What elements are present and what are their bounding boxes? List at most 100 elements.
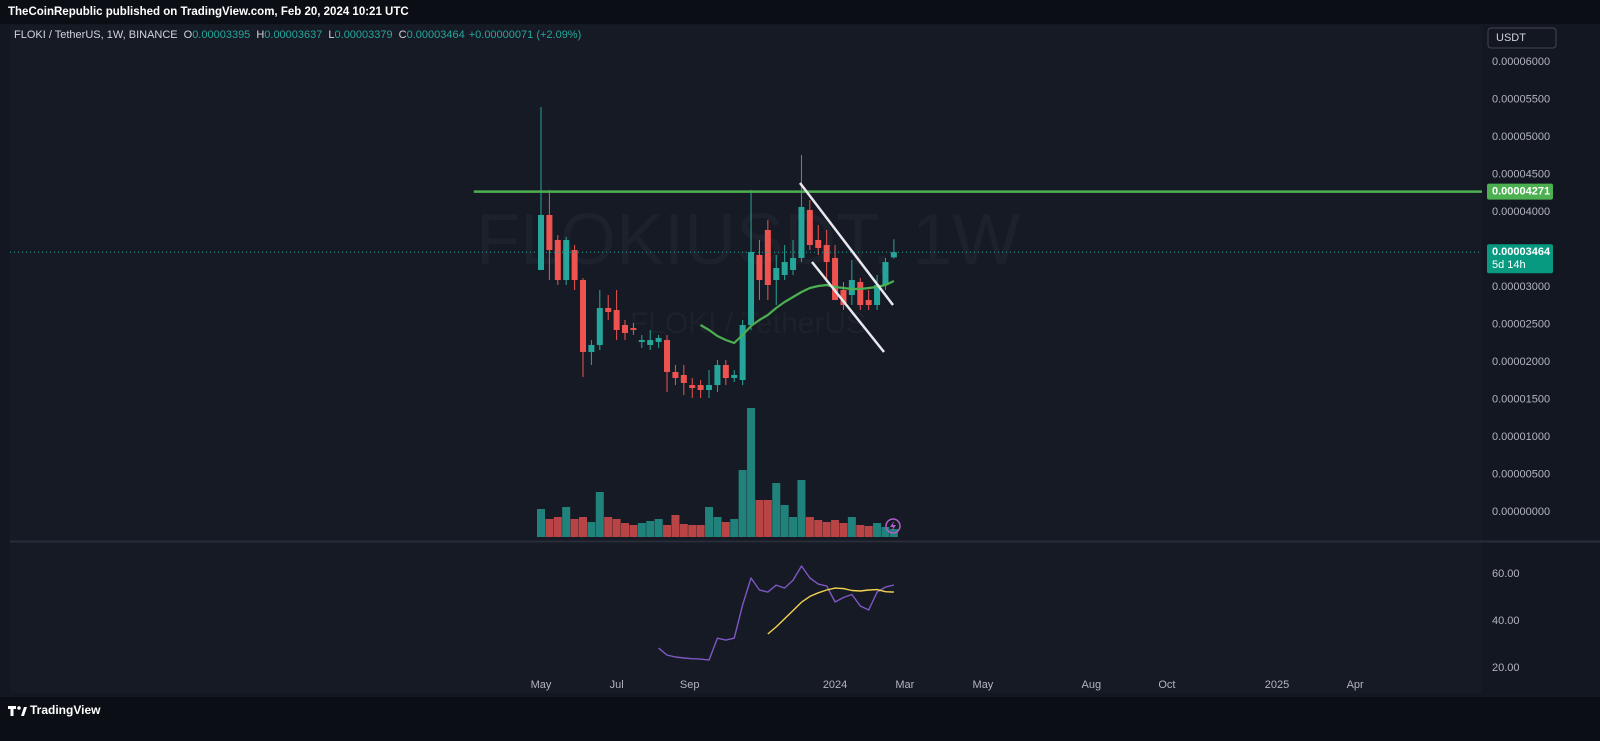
price-label: 0.00004271 xyxy=(1492,186,1550,198)
candle-body xyxy=(596,308,603,345)
footer-bar xyxy=(0,697,1600,741)
candle-body xyxy=(832,257,839,300)
volume-bar xyxy=(831,520,840,537)
y-tick-label: 0.00005500 xyxy=(1492,93,1550,105)
labels: May Jul Sep 2024 Mar May Aug Oct 2025 Apr 0.000060… xyxy=(531,56,1553,691)
volume-bar xyxy=(595,492,604,537)
candle-body xyxy=(580,280,587,353)
volume-bar xyxy=(604,517,613,537)
currency-button-label[interactable]: USDT xyxy=(1496,32,1526,44)
volume-bar xyxy=(562,507,571,537)
volume-bar xyxy=(780,505,789,537)
legend-low: 0.00003379 xyxy=(335,29,393,41)
legend-label: L xyxy=(328,29,334,41)
volume-bar xyxy=(629,525,638,537)
volume-bar xyxy=(772,483,781,537)
trend-line xyxy=(799,182,894,306)
candle-body xyxy=(790,257,797,270)
volume-bar xyxy=(847,517,856,537)
candle-body xyxy=(815,239,822,248)
candle-body xyxy=(622,325,629,333)
candle-body xyxy=(722,365,729,378)
volume-bar xyxy=(612,519,621,537)
volume-bar xyxy=(839,523,848,537)
marks xyxy=(10,106,1482,661)
legend-symbol: FLOKI / TetherUS, 1W, BINANCE xyxy=(14,29,178,41)
legend-label: C xyxy=(399,29,407,41)
moving-average xyxy=(700,280,895,345)
candle-body xyxy=(848,280,855,296)
candle-body xyxy=(764,229,771,285)
volume-bar xyxy=(663,525,672,537)
volume-bar xyxy=(738,470,747,537)
volume-bar xyxy=(721,522,730,537)
candle-body xyxy=(714,365,721,386)
current-price-label: 0.00003464 xyxy=(1492,246,1551,258)
currency-button[interactable] xyxy=(1487,27,1557,49)
x-tick-label: May xyxy=(531,679,552,691)
candle-body xyxy=(798,206,805,258)
volume-bar xyxy=(671,515,680,537)
volume-bar xyxy=(747,408,756,537)
countdown: 5d 14h xyxy=(1492,259,1526,271)
volume-bar xyxy=(789,517,798,537)
candle-body xyxy=(706,385,713,390)
volume-bar xyxy=(730,519,739,537)
legend-label: H xyxy=(256,29,264,41)
candle-body xyxy=(739,325,746,381)
x-tick-label: Jul xyxy=(610,679,624,691)
volume-bar xyxy=(864,526,873,537)
x-tick-label: 2024 xyxy=(823,679,847,691)
x-tick-label: May xyxy=(973,679,994,691)
footer-logo xyxy=(8,706,27,716)
price-pane xyxy=(10,25,1482,540)
volume-bar xyxy=(637,523,646,537)
volume-bar xyxy=(705,507,714,537)
y-tick-label: 0.00000500 xyxy=(1492,468,1550,480)
y-tick-label: 0.00003000 xyxy=(1492,281,1550,293)
volume-bar xyxy=(545,519,554,537)
y-tick-label: 0.00000000 xyxy=(1492,506,1550,518)
legend-open: 0.00003395 xyxy=(192,29,250,41)
volume-bar xyxy=(536,509,545,537)
candle-body xyxy=(865,299,872,306)
candle-body xyxy=(806,209,813,245)
trend-line xyxy=(811,261,885,353)
candle-body xyxy=(823,244,830,263)
candle-body xyxy=(857,281,864,306)
candle-body xyxy=(664,340,671,372)
volume-bar xyxy=(621,523,630,537)
x-tick-label: Apr xyxy=(1347,679,1364,691)
rsi-tick-label: 60.00 xyxy=(1492,568,1520,580)
volume-bar xyxy=(679,524,688,537)
volume-bar xyxy=(696,525,705,537)
y-tick-label: 0.00004000 xyxy=(1492,206,1550,218)
volume-bar xyxy=(587,522,596,537)
candle-body xyxy=(689,385,696,389)
candle-body xyxy=(672,371,679,378)
volume-bar xyxy=(881,527,890,537)
x-tick-label: Aug xyxy=(1082,679,1102,691)
x-tick-label: Mar xyxy=(895,679,914,691)
x-tick-label: 2025 xyxy=(1265,679,1289,691)
candle-body xyxy=(773,268,780,281)
legend-high: 0.00003637 xyxy=(264,29,322,41)
candle-body xyxy=(731,374,738,378)
price-label-box xyxy=(1487,183,1553,200)
legend-change: +0.00000071 (+2.09%) xyxy=(469,29,582,41)
volume-bar xyxy=(579,517,588,537)
y-tick-label: 0.00002000 xyxy=(1492,356,1550,368)
y-tick-label: 0.00006000 xyxy=(1492,56,1550,68)
volume-bar xyxy=(553,517,562,537)
header-bar xyxy=(0,0,1600,24)
rsi-line xyxy=(767,587,894,635)
legend-label: O xyxy=(184,29,193,41)
volume-bar xyxy=(797,480,806,537)
volume-bar xyxy=(763,500,772,537)
y-tick-label: 0.00001000 xyxy=(1492,431,1550,443)
volume-bar xyxy=(713,517,722,537)
volume-bar xyxy=(688,525,697,537)
candle-body xyxy=(605,308,612,312)
